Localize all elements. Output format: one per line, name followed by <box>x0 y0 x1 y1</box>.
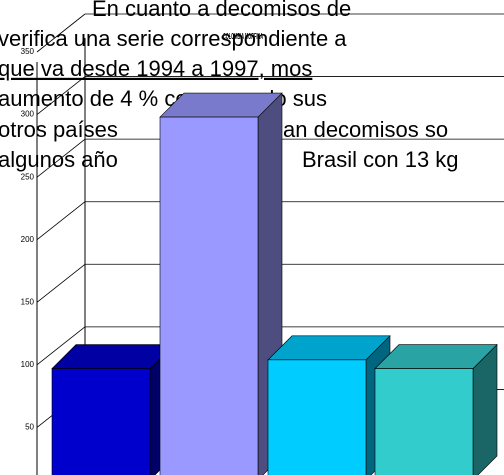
text-line: an decomisos so <box>283 117 448 142</box>
grid-line <box>36 13 86 53</box>
grid-line <box>36 76 86 115</box>
y-tick-label: 150 <box>21 297 35 306</box>
grid-line <box>36 201 86 241</box>
text-line: que va desde 1994 a 1997, mos <box>0 56 312 81</box>
grid-line <box>36 138 86 178</box>
y-tick-label: 50 <box>25 423 34 432</box>
y-tick-label: 250 <box>21 172 35 181</box>
bar <box>374 368 474 475</box>
grid-line <box>36 326 86 366</box>
bar <box>267 359 367 475</box>
y-tick-label: 200 <box>21 235 35 244</box>
text-line: otros países <box>0 117 118 142</box>
text-line: En cuanto a decomisos de <box>92 0 351 21</box>
bar <box>159 116 259 475</box>
text-line: Brasil con 13 kg <box>302 147 459 172</box>
y-tick-label: 100 <box>21 360 35 369</box>
y-tick-label: 350 <box>21 47 35 56</box>
y-tick-label: 300 <box>21 110 35 119</box>
grid-line <box>36 263 86 303</box>
bar <box>51 368 151 475</box>
chart-title: COLOMBIA MORFINA <box>223 32 263 41</box>
text-line: verifica una serie correspondiente a <box>0 26 347 51</box>
